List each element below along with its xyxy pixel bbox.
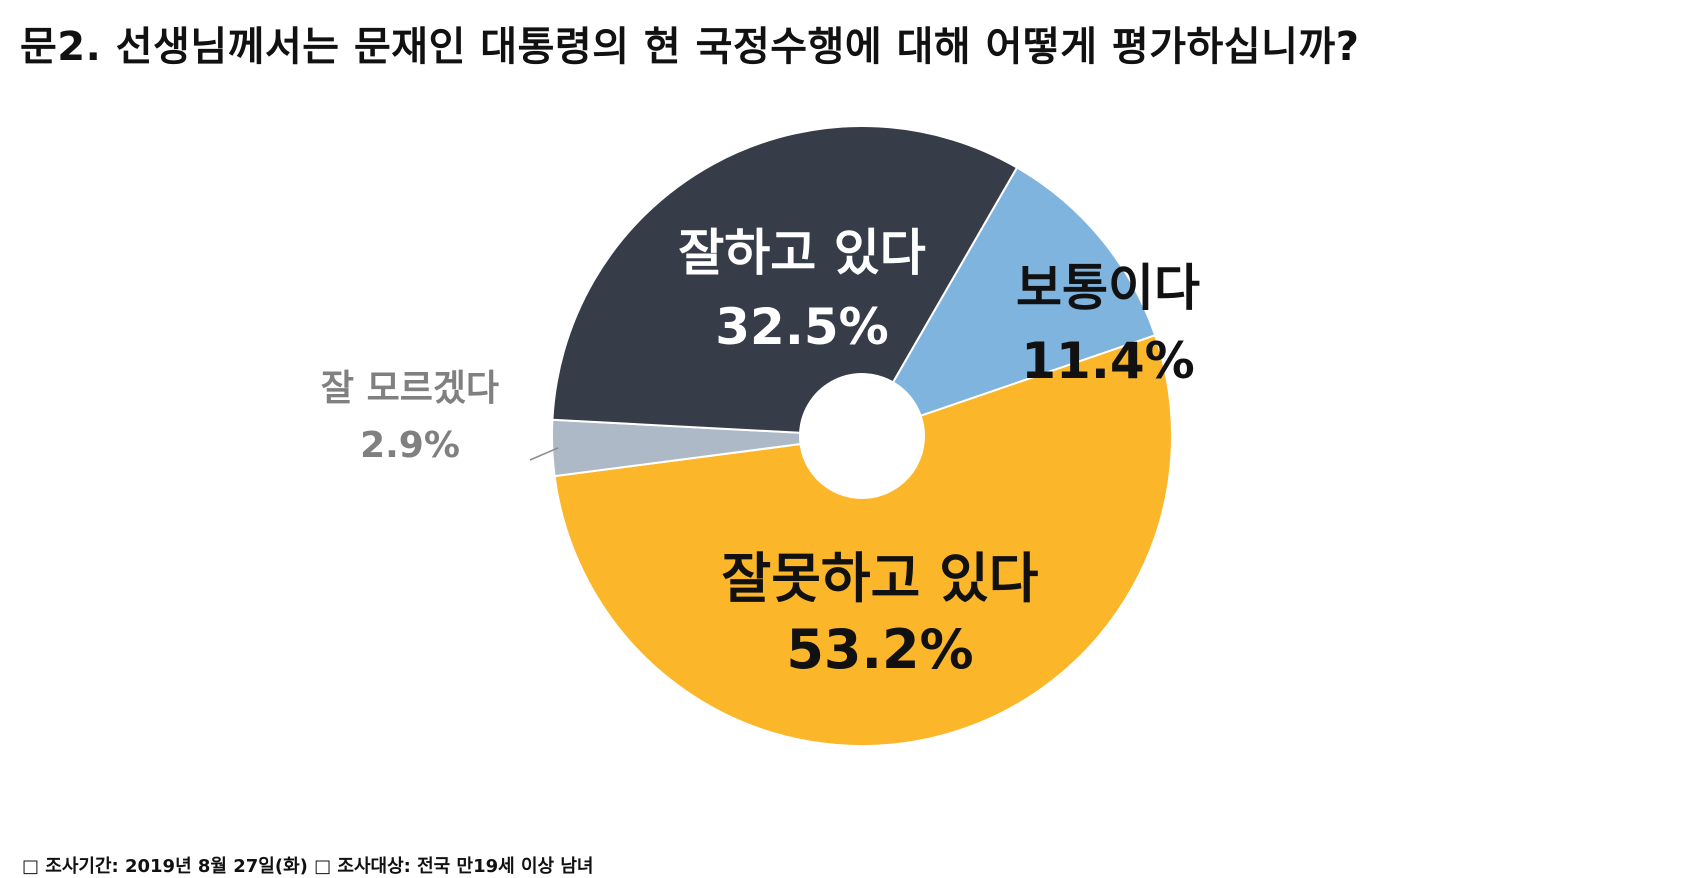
slice-value-2: 53.2% — [786, 618, 973, 681]
slice-label-0: 잘하고 있다 — [678, 224, 925, 282]
slice-labels: 잘하고 있다 32.5% 보통이다 11.4% 잘못하고 있다 53.2% 잘 모르겠다 2.… — [321, 224, 1200, 681]
slice-label-1: 보통이다 — [1016, 259, 1200, 317]
slice-value-1: 11.4% — [1021, 332, 1194, 390]
donut-slice-2 — [553, 334, 1174, 747]
slice-value-0: 32.5% — [715, 298, 888, 356]
slice-label-3: 잘 모르겠다 — [321, 368, 499, 409]
footnote: □ 조사기간: 2019년 8월 27일(화) □ 조사대상: 전국 만19세 … — [22, 856, 594, 877]
leader-line — [529, 447, 559, 461]
donut-slice-0 — [551, 125, 1019, 434]
donut-slices — [551, 125, 1174, 747]
page-title: 문2. 선생님께서는 문재인 대통령의 현 국정수행에 대해 어떻게 평가하십니… — [20, 24, 1360, 70]
slice-label-2: 잘못하고 있다 — [722, 547, 1039, 610]
donut-slice-1 — [891, 166, 1157, 418]
slice-value-3: 2.9% — [360, 425, 460, 466]
